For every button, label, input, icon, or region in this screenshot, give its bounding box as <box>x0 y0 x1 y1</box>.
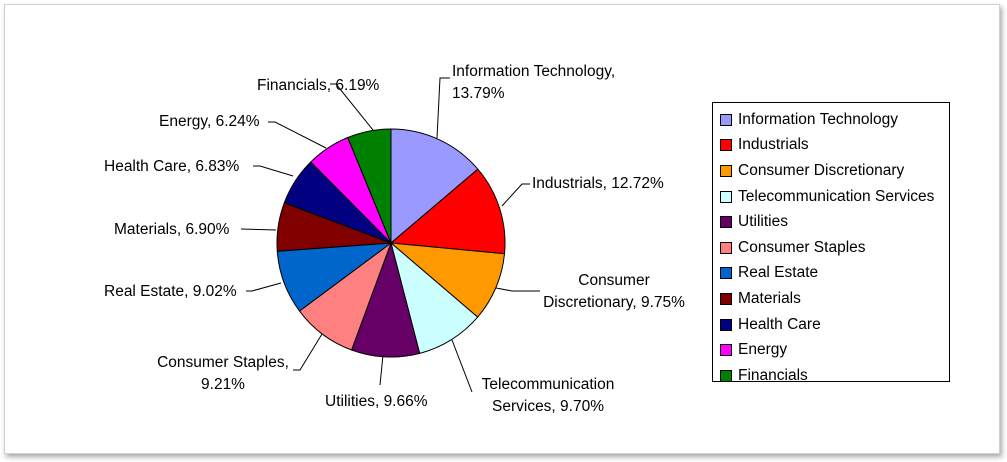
legend-label: Real Estate <box>738 264 819 282</box>
data-label-materials: Materials, 6.90% <box>114 221 230 238</box>
legend-label: Health Care <box>738 315 821 333</box>
legend-label: Consumer Staples <box>738 238 866 256</box>
legend-swatch <box>720 369 732 382</box>
leader-line-telecommunication-services <box>451 339 473 393</box>
data-label-financials: Financials, 6.19% <box>257 77 380 94</box>
legend-swatch <box>720 190 732 203</box>
pie-slice-information-technology <box>390 128 479 244</box>
leader-line-utilities <box>379 354 384 386</box>
data-label-health-care: Health Care, 6.83% <box>104 158 239 175</box>
legend-swatch <box>720 241 732 254</box>
data-label-industrials: Industrials, 12.72% <box>532 175 664 192</box>
leader-line-information-technology <box>436 77 450 139</box>
legend-item-telecommunication-services: Telecommunication Services <box>720 184 949 210</box>
legend-swatch <box>720 292 732 305</box>
leader-line-financials <box>330 83 374 131</box>
leader-line-consumer-discretionary <box>495 287 540 292</box>
legend-swatch <box>720 267 732 280</box>
leader-line-materials <box>240 228 277 231</box>
leader-line-real-estate <box>246 282 282 292</box>
legend-label: Industrials <box>738 136 809 154</box>
data-label-real-estate: Real Estate, 9.02% <box>104 283 237 300</box>
legend-item-materials: Materials <box>720 286 949 312</box>
data-labels: Information Technology, 13.79% Industrials… <box>104 63 685 415</box>
leader-line-consumer-staples <box>293 333 323 371</box>
legend-label: Consumer Discretionary <box>738 161 905 179</box>
legend-item-information-technology: Information Technology <box>720 107 949 133</box>
legend-label: Energy <box>738 341 788 359</box>
legend-swatch <box>720 216 732 229</box>
legend-swatch <box>720 344 732 357</box>
leader-line-health-care <box>253 165 294 177</box>
legend-label: Materials <box>738 289 801 307</box>
legend-item-financials: Financials <box>720 363 949 389</box>
legend-label: Information Technology <box>738 110 898 128</box>
legend-item-consumer-staples: Consumer Staples <box>720 235 949 261</box>
legend-item-real-estate: Real Estate <box>720 261 949 287</box>
data-label-consumer-staples: Consumer Staples, 9.21% <box>157 354 289 393</box>
legend-item-consumer-discretionary: Consumer Discretionary <box>720 158 949 184</box>
chart-legend: Information Technology Industrials Consume… <box>712 102 950 384</box>
legend-item-energy: Energy <box>720 337 949 363</box>
data-label-information-technology: Information Technology, 13.79% <box>452 63 615 102</box>
legend-label: Financials <box>738 366 808 384</box>
pie-slices <box>276 128 506 358</box>
pie-slice-industrials <box>390 168 506 255</box>
data-label-energy: Energy, 6.24% <box>159 113 260 130</box>
leader-line-industrials <box>501 183 530 207</box>
legend-label: Utilities <box>738 213 788 231</box>
legend-label: Telecommunication Services <box>738 187 935 205</box>
legend-swatch <box>720 139 732 152</box>
legend-swatch <box>720 164 732 177</box>
leader-line-energy <box>268 121 327 149</box>
legend-swatch <box>720 113 732 126</box>
legend-item-utilities: Utilities <box>720 209 949 235</box>
data-label-telecommunication-services: Telecommunication Services, 9.70% <box>482 376 615 415</box>
legend-swatch <box>720 318 732 331</box>
legend-item-health-care: Health Care <box>720 312 949 338</box>
leader-lines <box>240 77 540 393</box>
data-label-utilities: Utilities, 9.66% <box>325 393 428 410</box>
pie-slice-financials <box>347 128 392 244</box>
legend-item-industrials: Industrials <box>720 133 949 159</box>
data-label-consumer-discretionary: Consumer Discretionary, 9.75% <box>543 272 685 311</box>
